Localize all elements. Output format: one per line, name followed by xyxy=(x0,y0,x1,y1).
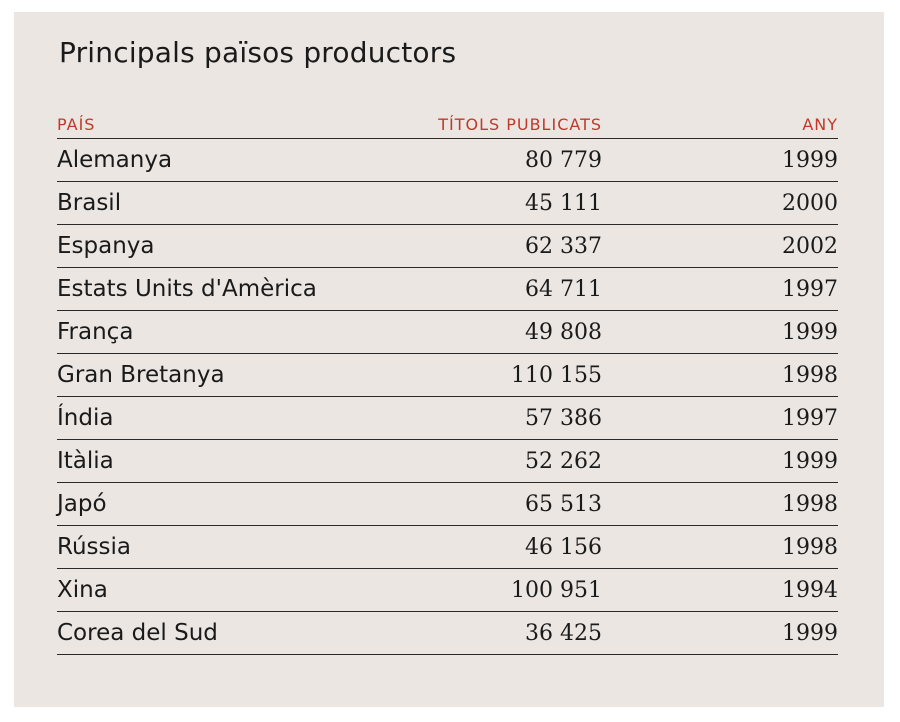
cell-titles: 110 155 xyxy=(357,353,602,397)
cell-year: 1999 xyxy=(602,439,838,483)
table-row: Rússia 46 156 1998 xyxy=(57,525,838,569)
table-row: Xina 100 951 1994 xyxy=(57,568,838,612)
cell-country: Rússia xyxy=(57,525,357,569)
cell-country: Japó xyxy=(57,482,357,526)
cell-titles: 62 337 xyxy=(357,224,602,268)
table-row: Espanya 62 337 2002 xyxy=(57,224,838,268)
column-header-country: PAÍS xyxy=(57,104,357,139)
column-header-titles: TÍTOLS PUBLICATS xyxy=(357,104,602,139)
cell-country: França xyxy=(57,310,357,354)
cell-country: Corea del Sud xyxy=(57,611,357,655)
cell-titles: 49 808 xyxy=(357,310,602,354)
table-row: Corea del Sud 36 425 1999 xyxy=(57,611,838,655)
cell-country: Índia xyxy=(57,396,357,440)
cell-titles: 36 425 xyxy=(357,611,602,655)
column-header-year: ANY xyxy=(602,104,838,139)
table-row: Japó 65 513 1998 xyxy=(57,482,838,526)
cell-year: 1998 xyxy=(602,353,838,397)
cell-titles: 52 262 xyxy=(357,439,602,483)
table-row: Itàlia 52 262 1999 xyxy=(57,439,838,483)
cell-country: Brasil xyxy=(57,181,357,225)
cell-titles: 57 386 xyxy=(357,396,602,440)
cell-country: Xina xyxy=(57,568,357,612)
cell-country: Estats Units d'Amèrica xyxy=(57,267,357,311)
cell-titles: 45 111 xyxy=(357,181,602,225)
table-row: França 49 808 1999 xyxy=(57,310,838,354)
cell-year: 2000 xyxy=(602,181,838,225)
cell-titles: 65 513 xyxy=(357,482,602,526)
cell-country: Alemanya xyxy=(57,138,357,182)
cell-year: 1999 xyxy=(602,138,838,182)
table-header-row: PAÍS TÍTOLS PUBLICATS ANY xyxy=(57,104,838,139)
cell-titles: 80 779 xyxy=(357,138,602,182)
table-row: Brasil 45 111 2000 xyxy=(57,181,838,225)
cell-year: 1994 xyxy=(602,568,838,612)
cell-titles: 46 156 xyxy=(357,525,602,569)
cell-titles: 100 951 xyxy=(357,568,602,612)
cell-country: Espanya xyxy=(57,224,357,268)
cell-year: 2002 xyxy=(602,224,838,268)
cell-year: 1998 xyxy=(602,482,838,526)
cell-year: 1997 xyxy=(602,267,838,311)
cell-country: Itàlia xyxy=(57,439,357,483)
table-title: Principals països productors xyxy=(59,36,457,69)
cell-year: 1997 xyxy=(602,396,838,440)
cell-country: Gran Bretanya xyxy=(57,353,357,397)
table-row: Índia 57 386 1997 xyxy=(57,396,838,440)
table-row: Alemanya 80 779 1999 xyxy=(57,138,838,182)
cell-titles: 64 711 xyxy=(357,267,602,311)
table-panel: Principals països productors PAÍS TÍTOLS… xyxy=(14,12,884,707)
cell-year: 1999 xyxy=(602,611,838,655)
table-row: Estats Units d'Amèrica 64 711 1997 xyxy=(57,267,838,311)
cell-year: 1999 xyxy=(602,310,838,354)
table-row: Gran Bretanya 110 155 1998 xyxy=(57,353,838,397)
producers-table: PAÍS TÍTOLS PUBLICATS ANY Alemanya 80 77… xyxy=(57,104,838,655)
cell-year: 1998 xyxy=(602,525,838,569)
